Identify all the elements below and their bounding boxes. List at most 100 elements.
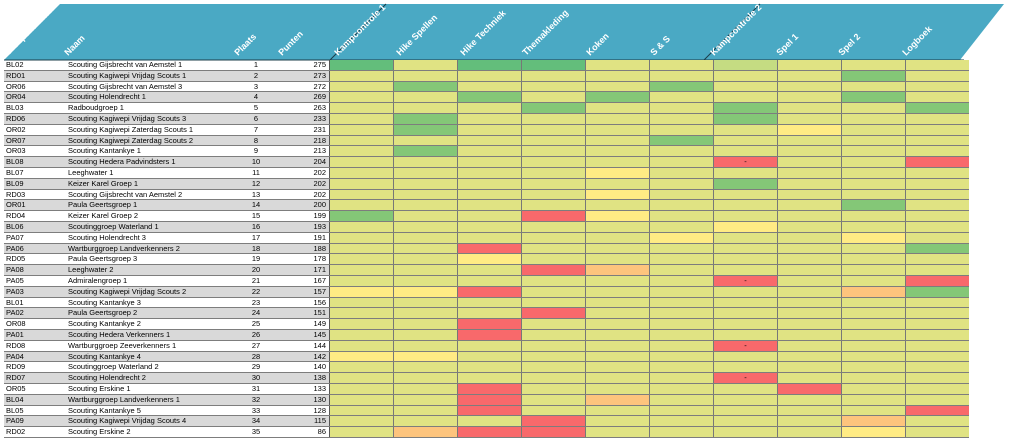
score-cell bbox=[329, 70, 394, 82]
place-cell: 28 bbox=[238, 351, 274, 363]
score-cell bbox=[841, 70, 906, 82]
score-cell bbox=[393, 243, 458, 255]
score-cell bbox=[457, 81, 522, 93]
table-row[interactable]: PA04 Scouting Kantankye 4 28 142 bbox=[4, 351, 969, 363]
score-cell bbox=[777, 232, 842, 244]
table-row[interactable]: OR03 Scouting Kantankye 1 9 213 bbox=[4, 145, 969, 158]
score-cell bbox=[649, 102, 714, 114]
table-row[interactable]: BL04 Wartburggroep Landverkenners 1 32 130 bbox=[4, 394, 969, 406]
place-cell: 7 bbox=[238, 124, 274, 136]
table-row[interactable]: BL03 Radboudgroep 1 5 263 bbox=[4, 102, 969, 114]
points-cell: 231 bbox=[274, 124, 330, 136]
table-row[interactable]: RD08 Wartburggroep Zeeverkenners 1 27 144 - bbox=[4, 340, 969, 352]
score-cell bbox=[713, 243, 778, 255]
score-cell bbox=[841, 145, 906, 158]
table-row[interactable]: BL06 Scoutinggroep Waterland 1 16 193 bbox=[4, 221, 969, 233]
score-cell bbox=[777, 135, 842, 147]
table-row[interactable]: RD03 Scouting Gijsbrecht van Aemstel 2 13 2… bbox=[4, 189, 969, 201]
score-cell bbox=[777, 210, 842, 222]
table-row[interactable]: BL07 Leeghwater 1 11 202 bbox=[4, 167, 969, 179]
table-row[interactable]: PA09 Scouting Kagiwepi Vrijdag Scouts 4 34… bbox=[4, 415, 969, 428]
table-row[interactable]: BL09 Keizer Karel Groep 1 12 202 bbox=[4, 178, 969, 190]
score-cell bbox=[841, 232, 906, 244]
score-cell bbox=[585, 124, 650, 136]
score-cell bbox=[713, 415, 778, 428]
score-cell bbox=[649, 318, 714, 330]
score-cell bbox=[905, 199, 969, 212]
table-row[interactable]: RD04 Keizer Karel Groep 2 15 199 bbox=[4, 210, 969, 222]
table-row[interactable]: OR01 Paula Geertsgroep 1 14 200 bbox=[4, 199, 969, 212]
points-cell: 140 bbox=[274, 361, 330, 374]
score-cell bbox=[521, 102, 586, 114]
table-row[interactable]: BL01 Scouting Kantankye 3 23 156 bbox=[4, 297, 969, 309]
table-row[interactable]: PA06 Wartburggroep Landverkenners 2 18 188 bbox=[4, 243, 969, 255]
group-code-cell: OR07 bbox=[4, 135, 66, 147]
group-name-cell: Scouting Gijsbrecht van Aemstel 3 bbox=[66, 81, 238, 93]
score-cell bbox=[457, 243, 522, 255]
score-cell bbox=[905, 91, 969, 104]
score-cell bbox=[713, 264, 778, 276]
place-cell: 21 bbox=[238, 275, 274, 287]
group-name-cell: Paula Geertsgroep 1 bbox=[66, 199, 238, 212]
score-cell bbox=[521, 167, 586, 179]
score-cell bbox=[649, 124, 714, 136]
group-name-cell: Paula Geertsgroep 2 bbox=[66, 307, 238, 320]
table-row[interactable]: PA05 Admiralengroep 1 21 167 - bbox=[4, 275, 969, 287]
place-cell: 4 bbox=[238, 91, 274, 104]
score-cell bbox=[713, 232, 778, 244]
score-cell bbox=[457, 113, 522, 125]
score-cell bbox=[393, 210, 458, 222]
place-cell: 35 bbox=[238, 426, 274, 438]
score-cell bbox=[713, 167, 778, 179]
table-row[interactable]: RD05 Paula Geertsgroep 3 19 178 bbox=[4, 253, 969, 266]
table-row[interactable]: BL02 Scouting Gijsbrecht van Aemstel 1 1 27… bbox=[4, 60, 969, 71]
score-cell bbox=[457, 60, 522, 71]
table-row[interactable]: OR08 Scouting Kantankye 2 25 149 bbox=[4, 318, 969, 330]
score-cell bbox=[329, 253, 394, 266]
score-cell bbox=[841, 307, 906, 320]
points-cell: 269 bbox=[274, 91, 330, 104]
score-cell bbox=[777, 372, 842, 384]
table-row[interactable]: PA08 Leeghwater 2 20 171 bbox=[4, 264, 969, 276]
table-row[interactable]: OR04 Scouting Holendrecht 1 4 269 bbox=[4, 91, 969, 104]
score-cell bbox=[329, 167, 394, 179]
table-row[interactable]: OR06 Scouting Gijsbrecht van Aemstel 3 3 27… bbox=[4, 81, 969, 93]
table-row[interactable]: PA01 Scouting Hedera Verkenners 1 26 145 bbox=[4, 329, 969, 341]
score-cell bbox=[329, 199, 394, 212]
points-cell: 202 bbox=[274, 189, 330, 201]
score-table: BL02 Scouting Gijsbrecht van Aemstel 1 1 27… bbox=[4, 60, 969, 438]
table-row[interactable]: PA03 Scouting Kagiwepi Vrijdag Scouts 2 22… bbox=[4, 286, 969, 298]
group-code-cell: RD07 bbox=[4, 372, 66, 384]
place-cell: 12 bbox=[238, 178, 274, 190]
score-cell bbox=[521, 243, 586, 255]
score-cell bbox=[457, 178, 522, 190]
place-cell: 16 bbox=[238, 221, 274, 233]
place-cell: 25 bbox=[238, 318, 274, 330]
table-row[interactable]: PA07 Scouting Holendrecht 3 17 191 bbox=[4, 232, 969, 244]
table-row[interactable]: RD09 Scoutinggroep Waterland 2 29 140 bbox=[4, 361, 969, 374]
table-row[interactable]: RD07 Scouting Holendrecht 2 30 138 - bbox=[4, 372, 969, 384]
place-cell: 24 bbox=[238, 307, 274, 320]
table-row[interactable]: RD02 Scouting Erskine 2 35 86 bbox=[4, 426, 969, 438]
group-name-cell: Scouting Kantankye 1 bbox=[66, 145, 238, 158]
table-row[interactable]: PA02 Paula Geertsgroep 2 24 151 bbox=[4, 307, 969, 320]
score-cell bbox=[393, 178, 458, 190]
place-cell: 32 bbox=[238, 394, 274, 406]
score-cell bbox=[777, 199, 842, 212]
group-code-cell: OR02 bbox=[4, 124, 66, 136]
table-row[interactable]: OR05 Scouting Erskine 1 31 133 bbox=[4, 383, 969, 395]
score-cell bbox=[521, 178, 586, 190]
place-cell: 11 bbox=[238, 167, 274, 179]
group-name-cell: Scouting Hedera Padvindsters 1 bbox=[66, 156, 238, 168]
group-code-cell: OR06 bbox=[4, 81, 66, 93]
table-row[interactable]: BL08 Scouting Hedera Padvindsters 1 10 204 - bbox=[4, 156, 969, 168]
score-cell bbox=[905, 297, 969, 309]
score-cell bbox=[457, 124, 522, 136]
score-cell bbox=[329, 60, 394, 71]
group-name-cell: Radboudgroep 1 bbox=[66, 102, 238, 114]
place-cell: 2 bbox=[238, 70, 274, 82]
